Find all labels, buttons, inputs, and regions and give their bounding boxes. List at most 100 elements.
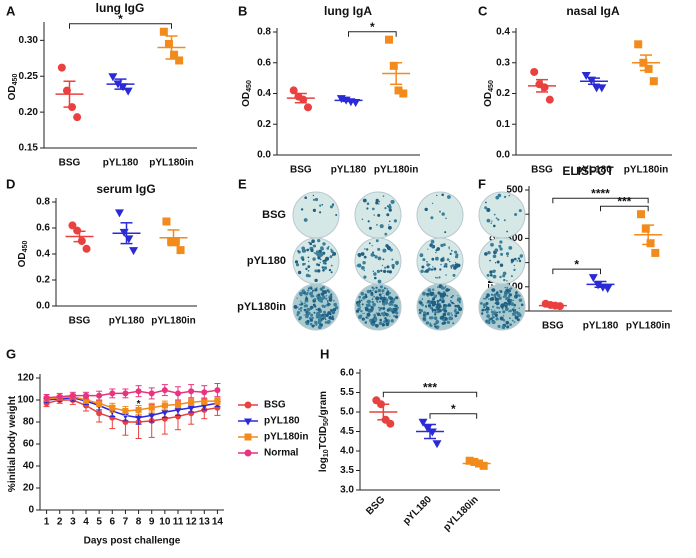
spot <box>390 319 394 323</box>
spot <box>397 306 399 309</box>
spot <box>428 302 432 305</box>
spot <box>422 291 426 296</box>
x-tick-label: 1 <box>44 517 50 528</box>
spot <box>391 258 394 261</box>
spot <box>393 315 396 317</box>
y-label-part: 450 <box>488 80 495 92</box>
spot <box>436 247 441 251</box>
spot <box>501 308 504 310</box>
spot <box>361 303 364 306</box>
marker <box>465 456 474 465</box>
spot <box>384 312 387 315</box>
spot <box>433 267 437 271</box>
spot <box>317 269 321 273</box>
y-label-part: 450 <box>12 74 19 86</box>
spot <box>378 203 380 205</box>
spot <box>454 314 458 318</box>
spot <box>445 288 450 292</box>
spot <box>435 256 439 261</box>
spot <box>330 264 333 267</box>
spot <box>496 293 501 298</box>
spot <box>366 312 371 317</box>
spot <box>377 213 381 217</box>
spot <box>448 248 450 250</box>
spot <box>388 225 392 230</box>
x-tick-label: 11 <box>173 517 184 528</box>
significance-label: * <box>118 12 123 26</box>
x-tick-label: pYL180in <box>151 316 195 327</box>
spot <box>371 300 375 304</box>
annotation: * <box>137 399 141 410</box>
spot <box>376 224 378 226</box>
spot <box>503 195 507 199</box>
spot <box>372 287 375 290</box>
spot <box>504 291 507 294</box>
well <box>292 237 340 285</box>
legend-label: Normal <box>264 448 299 459</box>
spot <box>360 310 363 313</box>
marker <box>161 387 168 394</box>
marker <box>96 400 103 407</box>
spot <box>306 248 310 252</box>
spot <box>305 273 310 278</box>
spot <box>455 253 459 257</box>
spot <box>510 258 515 263</box>
marker <box>135 406 142 413</box>
spot <box>366 304 369 308</box>
spot <box>431 245 434 248</box>
spot <box>368 309 371 312</box>
spot <box>315 308 318 311</box>
marker <box>68 221 77 230</box>
spot <box>421 265 425 269</box>
spot <box>442 287 444 290</box>
marker <box>386 419 395 428</box>
spot <box>440 243 444 248</box>
marker <box>427 428 437 437</box>
spot <box>319 296 321 299</box>
spot <box>491 288 496 292</box>
spot <box>435 320 440 324</box>
y-tick-label: 60 <box>23 439 35 450</box>
spot <box>295 263 300 267</box>
spot <box>379 314 382 317</box>
spot <box>490 242 494 247</box>
significance-bracket <box>600 205 649 212</box>
y-tick-label: 500 <box>506 185 523 196</box>
spot <box>325 321 329 324</box>
spot <box>429 316 433 320</box>
spot <box>300 208 304 211</box>
spot <box>317 320 322 325</box>
spot <box>314 197 319 202</box>
spot <box>434 325 437 328</box>
marker <box>394 86 403 95</box>
spot <box>499 290 503 293</box>
marker <box>57 63 66 72</box>
spot <box>482 308 485 311</box>
y-tick-label: 0.2 <box>496 88 510 99</box>
spot <box>379 318 383 322</box>
spot <box>509 317 511 320</box>
y-label-part: 450 <box>246 80 253 92</box>
spot <box>514 296 516 299</box>
spot <box>301 258 305 261</box>
spot <box>334 306 339 310</box>
spot <box>513 321 516 323</box>
spot <box>357 253 362 257</box>
spot <box>312 198 316 201</box>
spot <box>385 301 388 304</box>
spot <box>513 307 515 309</box>
marker <box>651 248 660 257</box>
legend-label: pYL180 <box>264 416 300 427</box>
spot <box>379 285 383 289</box>
y-label-part: log <box>318 457 329 472</box>
x-tick-label: BSG <box>531 165 553 176</box>
spot <box>388 203 391 206</box>
spot <box>296 313 299 317</box>
spot <box>448 304 452 307</box>
spot <box>335 214 338 216</box>
spot <box>326 300 329 302</box>
spot <box>504 304 508 308</box>
spot <box>422 317 426 320</box>
spot <box>299 293 303 297</box>
spot <box>373 272 377 276</box>
